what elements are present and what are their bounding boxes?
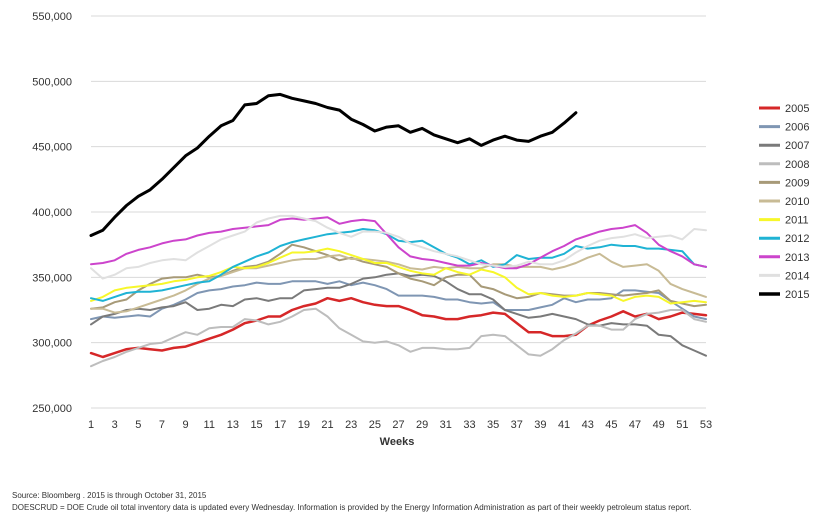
series-line-2006 bbox=[90, 280, 707, 321]
x-tick-label: 27 bbox=[392, 419, 404, 431]
legend-label-2012: 2012 bbox=[785, 233, 809, 245]
x-tick-label: 37 bbox=[511, 419, 523, 431]
x-tick-label: 31 bbox=[440, 419, 452, 431]
legend-label-2015: 2015 bbox=[785, 289, 809, 301]
x-tick-label: 25 bbox=[369, 419, 381, 431]
x-tick-label: 53 bbox=[700, 419, 712, 431]
x-tick-label: 45 bbox=[605, 419, 617, 431]
legend-label-2008: 2008 bbox=[785, 159, 809, 171]
series-line-2014 bbox=[90, 214, 707, 280]
x-tick-label: 5 bbox=[135, 419, 141, 431]
gridlines bbox=[91, 15, 706, 409]
x-axis-ticks: 1 3 5 7 9 11 13 15 17 19 21 23 25 27 29 31 33 35 37 39 41 43 4… bbox=[88, 419, 712, 431]
y-tick-label: 250,000 bbox=[32, 403, 72, 415]
x-axis-label: Weeks bbox=[380, 436, 415, 448]
series-line-2013 bbox=[90, 216, 707, 270]
y-tick-label: 400,000 bbox=[32, 207, 72, 219]
x-tick-label: 21 bbox=[321, 419, 333, 431]
series-line-2010 bbox=[90, 252, 707, 314]
x-tick-label: 11 bbox=[204, 419, 215, 431]
series-line-2011 bbox=[90, 247, 707, 305]
x-tick-label: 13 bbox=[227, 419, 239, 431]
x-tick-label: 43 bbox=[582, 419, 594, 431]
y-tick-label: 450,000 bbox=[32, 142, 72, 154]
series-lines bbox=[89, 92, 708, 368]
x-tick-label: 41 bbox=[558, 419, 570, 431]
source-footnote: Source: Bloomberg . 2015 is through Octo… bbox=[12, 491, 207, 500]
x-tick-label: 47 bbox=[629, 419, 641, 431]
y-tick-label: 300,000 bbox=[32, 338, 72, 350]
series-line-2012 bbox=[90, 228, 707, 302]
legend-label-2011: 2011 bbox=[785, 215, 809, 227]
y-tick-label: 500,000 bbox=[32, 76, 72, 88]
y-axis-ticks: 250,000 300,000 350,000 400,000 450,000 500,0… bbox=[32, 11, 72, 415]
x-tick-label: 33 bbox=[463, 419, 475, 431]
x-tick-label: 51 bbox=[676, 419, 688, 431]
x-tick-label: 49 bbox=[653, 419, 665, 431]
x-tick-label: 23 bbox=[345, 419, 357, 431]
legend-label-2014: 2014 bbox=[785, 270, 809, 282]
legend: 2005 2006 2007 2008 2009 2010 2011 2012 2013 2014… bbox=[759, 103, 809, 301]
x-tick-label: 9 bbox=[183, 419, 189, 431]
y-tick-label: 550,000 bbox=[32, 11, 72, 23]
x-tick-label: 19 bbox=[298, 419, 310, 431]
series-line-2009 bbox=[90, 243, 707, 310]
legend-label-2005: 2005 bbox=[785, 103, 809, 115]
x-tick-label: 7 bbox=[159, 419, 165, 431]
legend-label-2006: 2006 bbox=[785, 122, 809, 134]
x-tick-label: 3 bbox=[112, 419, 118, 431]
y-tick-label: 350,000 bbox=[32, 272, 72, 284]
x-tick-label: 35 bbox=[487, 419, 499, 431]
series-line-2015 bbox=[89, 92, 578, 237]
series-line-2005 bbox=[89, 296, 708, 359]
legend-label-2013: 2013 bbox=[785, 252, 809, 264]
legend-label-2010: 2010 bbox=[785, 196, 809, 208]
x-tick-label: 39 bbox=[534, 419, 546, 431]
x-tick-label: 1 bbox=[88, 419, 94, 431]
legend-label-2009: 2009 bbox=[785, 177, 809, 189]
x-tick-label: 29 bbox=[416, 419, 428, 431]
x-tick-label: 17 bbox=[274, 419, 286, 431]
description-footnote: DOESCRUD = DOE Crude oil total inventory… bbox=[12, 503, 692, 512]
series-line-2008 bbox=[90, 307, 707, 368]
legend-label-2007: 2007 bbox=[785, 140, 809, 152]
x-tick-label: 15 bbox=[250, 419, 262, 431]
